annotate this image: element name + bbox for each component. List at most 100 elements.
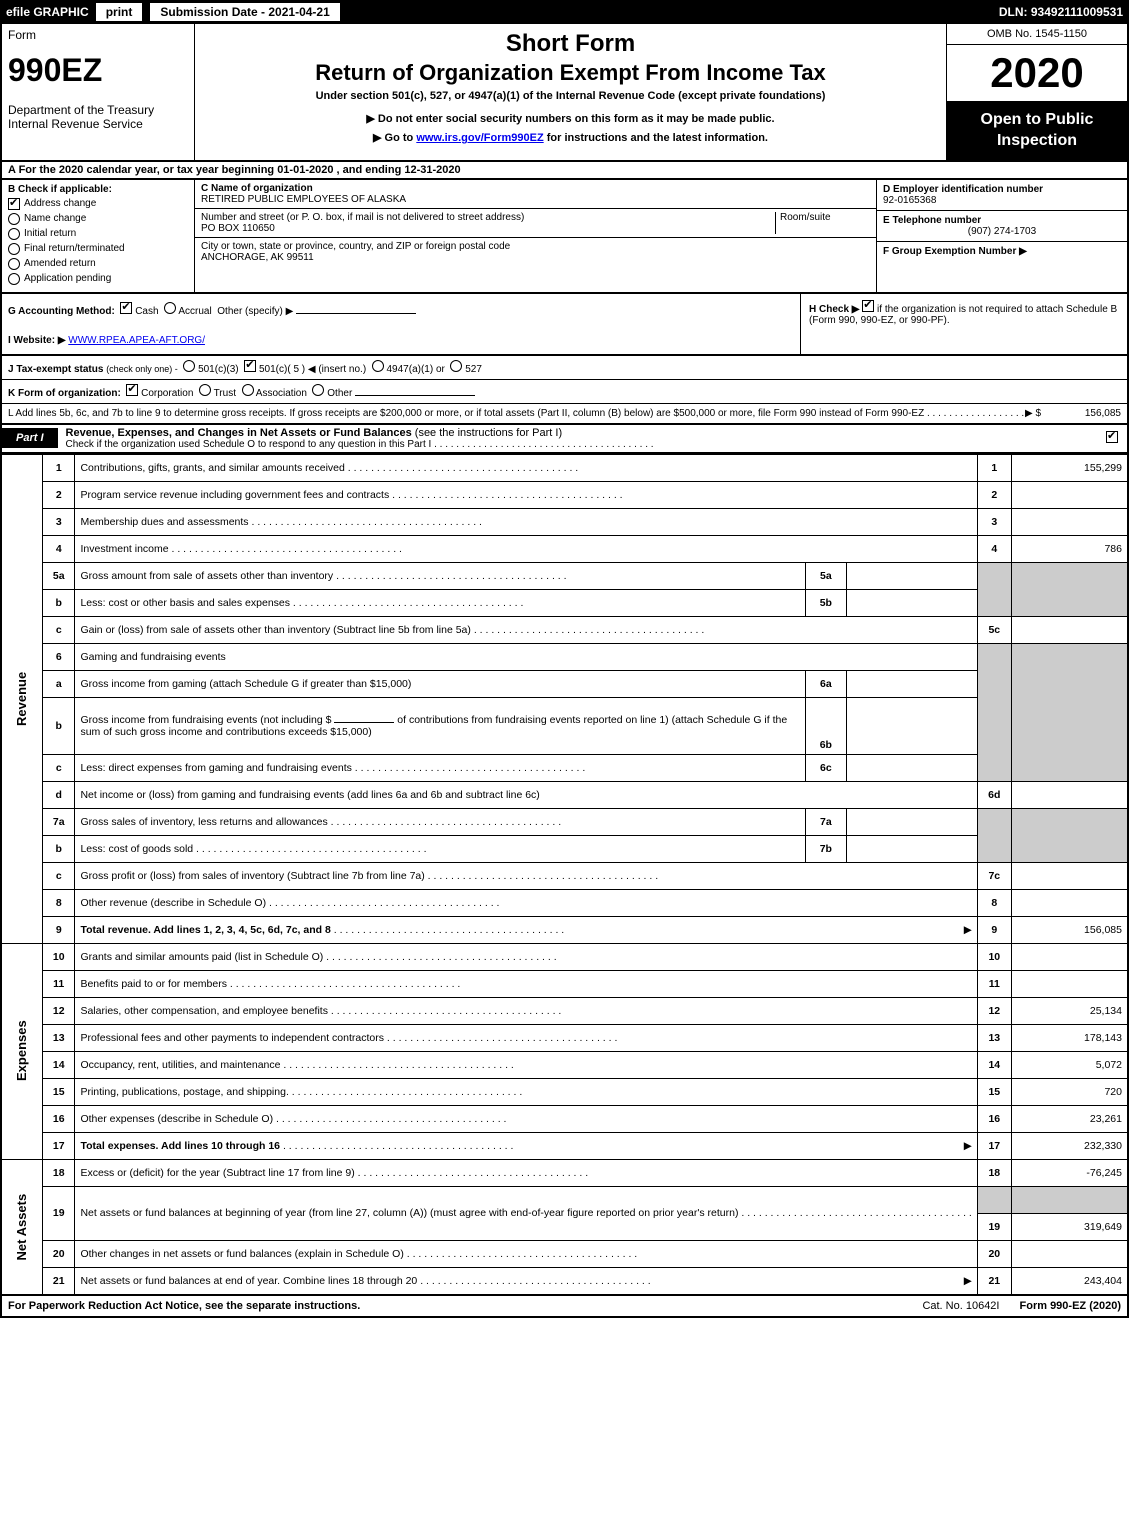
amt-20 — [1011, 1240, 1128, 1267]
lbl-527: 527 — [465, 364, 482, 375]
side-revenue: Revenue — [1, 454, 43, 943]
num-17: 17 — [977, 1132, 1011, 1159]
phone: (907) 274-1703 — [883, 226, 1121, 237]
ln-5b: b — [43, 589, 75, 616]
ln-1: 1 — [43, 454, 75, 481]
desc-16: Other expenses (describe in Schedule O) — [80, 1113, 273, 1125]
l-value: 156,085 — [1041, 408, 1121, 419]
desc-14: Occupancy, rent, utilities, and maintena… — [80, 1059, 280, 1071]
num-1: 1 — [977, 454, 1011, 481]
lbl-501c3: 501(c)(3) — [198, 364, 239, 375]
ln-6: 6 — [43, 643, 75, 670]
amt-17: 232,330 — [1011, 1132, 1128, 1159]
print-button[interactable]: print — [95, 2, 144, 22]
lbl-other-org: Other — [327, 388, 352, 399]
num-21: 21 — [977, 1267, 1011, 1295]
cb-address-change[interactable] — [8, 198, 20, 210]
f-label: F Group Exemption Number ▶ — [883, 246, 1027, 257]
amt-15: 720 — [1011, 1078, 1128, 1105]
num-3: 3 — [977, 508, 1011, 535]
amt-16: 23,261 — [1011, 1105, 1128, 1132]
amt-19: 319,649 — [1011, 1213, 1128, 1240]
desc-7c: Gross profit or (loss) from sales of inv… — [80, 870, 424, 882]
ln-11: 11 — [43, 970, 75, 997]
subval-5b — [846, 589, 977, 616]
cb-trust[interactable] — [199, 384, 211, 396]
lbl-cash: Cash — [135, 306, 158, 317]
lbl-final-return: Final return/terminated — [24, 243, 125, 254]
grey-amt-7 — [1011, 808, 1128, 862]
header-left: Form 990EZ Department of the Treasury In… — [2, 24, 195, 160]
gi-left: G Accounting Method: Cash Accrual Other … — [2, 294, 800, 354]
ln-2: 2 — [43, 481, 75, 508]
cb-amended-return[interactable] — [8, 258, 20, 270]
cb-corporation[interactable] — [126, 384, 138, 396]
desc-7a: Gross sales of inventory, less returns a… — [80, 816, 327, 828]
ln-6a: a — [43, 670, 75, 697]
part1-table: Revenue 1 Contributions, gifts, grants, … — [0, 454, 1129, 1296]
line-k: K Form of organization: Corporation Trus… — [2, 380, 1127, 404]
org-city: ANCHORAGE, AK 99511 — [201, 252, 314, 263]
subval-5a — [846, 562, 977, 589]
under-section: Under section 501(c), 527, or 4947(a)(1)… — [203, 90, 938, 102]
other-org-blank — [355, 395, 475, 396]
ln-19: 19 — [43, 1186, 75, 1240]
form-header: Form 990EZ Department of the Treasury In… — [0, 24, 1129, 162]
num-19: 19 — [977, 1213, 1011, 1240]
cb-application-pending[interactable] — [8, 273, 20, 285]
cb-501c[interactable] — [244, 360, 256, 372]
ln-14: 14 — [43, 1051, 75, 1078]
line-l: L Add lines 5b, 6c, and 7b to line 9 to … — [2, 404, 1127, 423]
ln-8: 8 — [43, 889, 75, 916]
num-20: 20 — [977, 1240, 1011, 1267]
cb-other-org[interactable] — [312, 384, 324, 396]
cb-4947[interactable] — [372, 360, 384, 372]
part1-check-text: Check if the organization used Schedule … — [66, 439, 432, 450]
sub-7a: 7a — [805, 808, 846, 835]
side-netassets: Net Assets — [1, 1159, 43, 1295]
sub-7b: 7b — [805, 835, 846, 862]
cb-h[interactable] — [862, 300, 874, 312]
desc-8: Other revenue (describe in Schedule O) — [80, 897, 266, 909]
amt-6d — [1011, 781, 1128, 808]
cb-final-return[interactable] — [8, 243, 20, 255]
ln-18: 18 — [43, 1159, 75, 1186]
cb-501c3[interactable] — [183, 360, 195, 372]
open-inspection: Open to Public Inspection — [947, 102, 1127, 160]
cb-accrual[interactable] — [164, 302, 176, 314]
irs-link[interactable]: www.irs.gov/Form990EZ — [416, 132, 543, 144]
footer-right-form: 990-EZ — [1050, 1300, 1086, 1312]
k-label: K Form of organization: — [8, 388, 121, 399]
e-label: E Telephone number — [883, 215, 981, 226]
amt-8 — [1011, 889, 1128, 916]
desc-21: Net assets or fund balances at end of ye… — [80, 1275, 417, 1287]
cb-527[interactable] — [450, 360, 462, 372]
cb-initial-return[interactable] — [8, 228, 20, 240]
cb-cash[interactable] — [120, 302, 132, 314]
cb-schedule-o[interactable] — [1106, 431, 1118, 443]
lbl-other-method: Other (specify) ▶ — [217, 306, 293, 317]
num-18: 18 — [977, 1159, 1011, 1186]
room-label: Room/suite — [780, 212, 831, 223]
desc-11: Benefits paid to or for members — [80, 978, 226, 990]
ln-21: 21 — [43, 1267, 75, 1295]
lbl-address-change: Address change — [24, 198, 96, 209]
cb-association[interactable] — [242, 384, 254, 396]
l-arrow: ▶ $ — [1025, 408, 1041, 419]
lbl-name-change: Name change — [24, 213, 86, 224]
website-link[interactable]: WWW.RPEA.APEA-AFT.ORG/ — [68, 335, 205, 346]
desc-5c: Gain or (loss) from sale of assets other… — [80, 624, 470, 636]
cb-name-change[interactable] — [8, 213, 20, 225]
department: Department of the Treasury — [8, 103, 188, 117]
num-4: 4 — [977, 535, 1011, 562]
desc-6b-1: Gross income from fundraising events (no… — [80, 714, 331, 726]
c-name-label: C Name of organization — [201, 183, 313, 194]
efile-topbar: efile GRAPHIC print Submission Date - 20… — [0, 0, 1129, 24]
num-12: 12 — [977, 997, 1011, 1024]
desc-20: Other changes in net assets or fund bala… — [80, 1248, 403, 1260]
c-city-label: City or town, state or province, country… — [201, 241, 510, 252]
org-address: PO BOX 110650 — [201, 223, 275, 234]
l-text: L Add lines 5b, 6c, and 7b to line 9 to … — [8, 408, 924, 419]
part1-label: Part I — [2, 428, 58, 448]
num-7c: 7c — [977, 862, 1011, 889]
